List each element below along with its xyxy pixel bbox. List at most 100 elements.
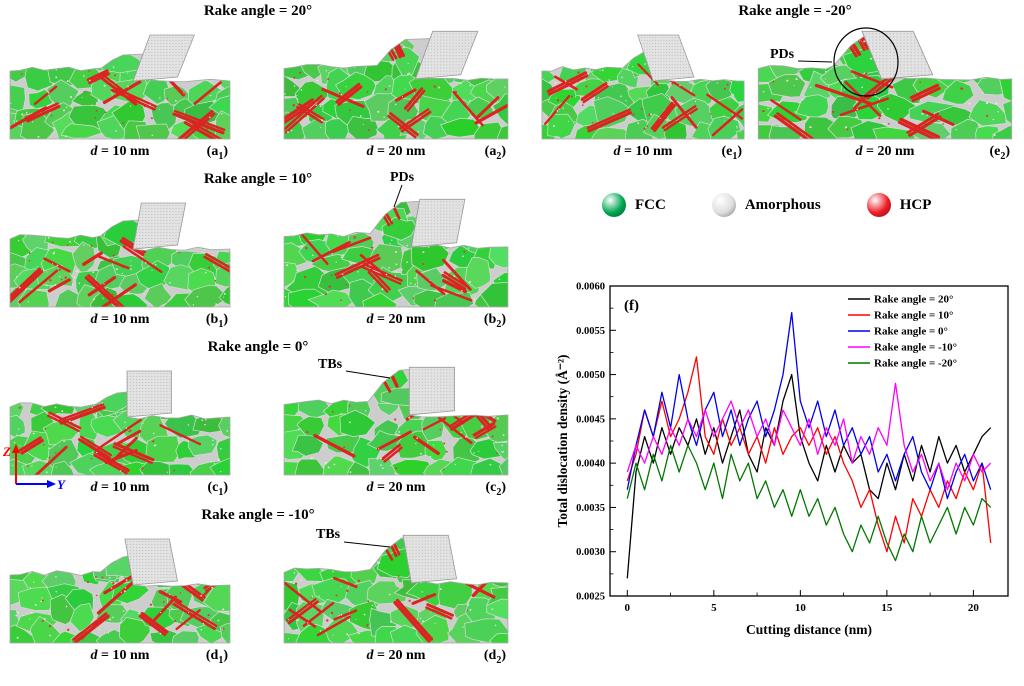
snapshot-d1 bbox=[8, 531, 232, 645]
cutting-tool bbox=[402, 534, 458, 584]
y-tick-label: 0.0030 bbox=[576, 547, 605, 558]
panel-tag: (e1) bbox=[721, 144, 742, 162]
snapshot-b1 bbox=[8, 195, 232, 309]
group-title-rake-0: Rake angle = 0° bbox=[207, 339, 309, 355]
snapshot-a2 bbox=[282, 23, 510, 141]
cutting-tool bbox=[132, 202, 187, 250]
phase-legend-label: Amorphous bbox=[744, 196, 821, 213]
y-tick-label: 0.0055 bbox=[576, 326, 605, 337]
panel-caption: d = 20 nm (a2) bbox=[282, 144, 510, 164]
panel-tag: (a2) bbox=[484, 144, 506, 162]
phase-legend-item-fcc: FCC bbox=[602, 193, 666, 217]
depth-label: d = 20 nm bbox=[366, 648, 426, 663]
depth-label: d = 20 nm bbox=[366, 144, 426, 159]
depth-label: d = 10 nm bbox=[613, 144, 673, 159]
depth-label: d = 10 nm bbox=[90, 312, 150, 327]
snapshot-rendering bbox=[283, 534, 509, 644]
y-tick-label: 0.0035 bbox=[576, 503, 605, 514]
hcp-sphere-icon bbox=[866, 193, 891, 217]
snapshot-a1 bbox=[8, 27, 232, 141]
group-title-rake-20: Rake angle = 20° bbox=[203, 3, 313, 19]
chart-frame bbox=[609, 285, 1009, 597]
z-axis-label: Z bbox=[2, 444, 11, 459]
x-tick-label: 20 bbox=[968, 602, 980, 614]
series-line-4 bbox=[626, 444, 992, 562]
chart-legend-label-0: Rake angle = 20° bbox=[874, 294, 953, 306]
group-title-rake--10: Rake angle = -10° bbox=[201, 507, 315, 523]
cutting-tool bbox=[414, 30, 479, 80]
snapshot-rendering bbox=[9, 538, 231, 644]
phase-legend-label: HCP bbox=[899, 196, 932, 213]
group-title-rake-10: Rake angle = 10° bbox=[203, 171, 313, 187]
chart-legend-label-2: Rake angle = 0° bbox=[874, 326, 948, 338]
fcc-sphere-icon bbox=[602, 193, 626, 217]
chart-legend-label-4: Rake angle = -20° bbox=[874, 358, 957, 370]
y-tick-label: 0.0045 bbox=[576, 414, 605, 425]
depth-label: d = 10 nm bbox=[90, 480, 150, 495]
x-tick-label: 10 bbox=[795, 602, 807, 614]
phase-legend-item-hcp: HCP bbox=[866, 193, 932, 217]
depth-label: d = 20 nm bbox=[366, 312, 426, 327]
panel-caption: d = 10 nm (e1) bbox=[540, 144, 746, 164]
snapshot-c2 bbox=[282, 359, 510, 477]
depth-label: d = 10 nm bbox=[90, 648, 150, 663]
depth-label: d = 20 nm bbox=[366, 480, 426, 495]
panel-caption: d = 20 nm (c2) bbox=[282, 480, 510, 500]
cutting-tool bbox=[126, 370, 172, 418]
y-tick-label: 0.0060 bbox=[576, 282, 605, 293]
cutting-tool bbox=[410, 198, 466, 248]
snapshot-rendering bbox=[9, 202, 231, 308]
series-line-0 bbox=[626, 373, 992, 579]
cutting-tool bbox=[637, 34, 695, 82]
panel-tag: (d2) bbox=[483, 648, 506, 666]
series-line-2 bbox=[626, 311, 992, 500]
dislocation-density-chart: 0.0025 0.0030 0.0035 0.0040 0.0045 0.0050 0.00… bbox=[555, 282, 1009, 637]
snapshot-e2 bbox=[756, 23, 1014, 141]
panel-caption: d = 10 nm (b1) bbox=[8, 312, 232, 332]
snapshot-rendering bbox=[541, 34, 745, 140]
phase-legend-item-amorphous: Amorphous bbox=[711, 193, 821, 217]
panel-tag: (e2) bbox=[989, 144, 1010, 162]
snapshot-b2 bbox=[282, 191, 510, 309]
amorphous-sphere-icon bbox=[711, 193, 736, 217]
snapshot-c1 bbox=[8, 363, 232, 477]
chart-x-axis-label: Cutting distance (nm) bbox=[746, 622, 872, 637]
snapshot-rendering bbox=[9, 370, 231, 476]
coordinate-axes: Z Y bbox=[2, 444, 66, 492]
snapshot-rendering bbox=[283, 198, 509, 308]
panel-caption: d = 20 nm (e2) bbox=[756, 144, 1014, 164]
series-line-3 bbox=[626, 382, 992, 491]
y-axis-arrowhead-icon bbox=[47, 480, 56, 488]
y-tick-label: 0.0050 bbox=[576, 370, 605, 381]
chart-panel-f: 0.0025 0.0030 0.0035 0.0040 0.0045 0.0050 0.00… bbox=[552, 256, 1022, 660]
x-tick-label: 0 bbox=[625, 602, 631, 614]
panel-tag: (c1) bbox=[207, 480, 228, 498]
snapshot-rendering bbox=[9, 34, 231, 140]
y-tick-label: 0.0025 bbox=[576, 592, 605, 603]
x-tick-label: 5 bbox=[711, 602, 717, 614]
panel-caption: d = 10 nm (c1) bbox=[8, 480, 232, 500]
phase-legend: FCC Amorphous HCP bbox=[602, 193, 931, 217]
cutting-tool bbox=[132, 34, 195, 82]
chart-legend-label-3: Rake angle = -10° bbox=[874, 342, 957, 354]
depth-label: d = 10 nm bbox=[90, 144, 150, 159]
panel-caption: d = 20 nm (b2) bbox=[282, 312, 510, 332]
phase-legend-label: FCC bbox=[635, 196, 666, 213]
panel-tag: (d1) bbox=[205, 648, 228, 666]
cutting-tool bbox=[408, 366, 455, 416]
y-tick-label: 0.0040 bbox=[576, 459, 605, 470]
group-title-rake--20: Rake angle = -20° bbox=[738, 3, 852, 19]
snapshot-rendering bbox=[283, 366, 509, 476]
snapshot-e1 bbox=[540, 27, 746, 141]
panel-tag: (a1) bbox=[206, 144, 228, 162]
panel-tag: (c2) bbox=[485, 480, 506, 498]
snapshot-rendering bbox=[757, 30, 1013, 140]
snapshot-d2 bbox=[282, 527, 510, 645]
panel-caption: d = 20 nm (d2) bbox=[282, 648, 510, 668]
z-axis-arrowhead-icon bbox=[12, 444, 20, 453]
panel-caption: d = 10 nm (a1) bbox=[8, 144, 232, 164]
chart-y-axis-label: Total dislocation density (Å⁻²) bbox=[555, 354, 570, 527]
panel-tag: (b2) bbox=[483, 312, 506, 330]
x-tick-label: 15 bbox=[881, 602, 893, 614]
panel-tag: (b1) bbox=[205, 312, 228, 330]
